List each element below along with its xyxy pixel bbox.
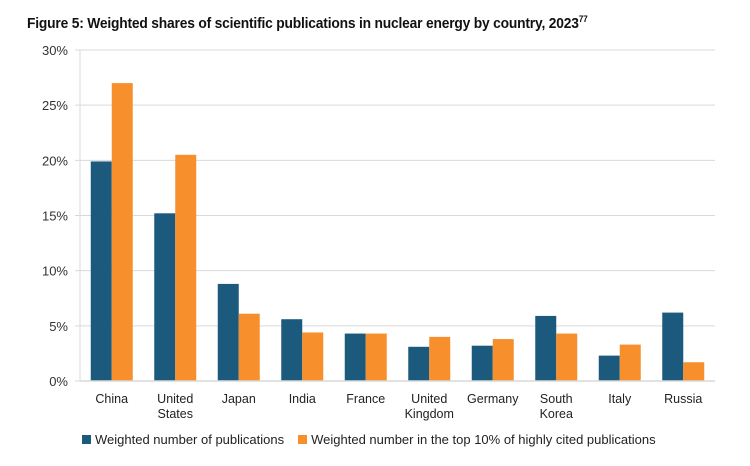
x-tick-label: South Korea (540, 392, 573, 421)
y-tick-label: 25% (42, 98, 68, 113)
x-tick-label: Russia (664, 392, 702, 406)
chart-title-text: Figure 5: Weighted shares of scientific … (27, 15, 579, 32)
legend-swatch (82, 435, 91, 444)
title-footnote: 77 (578, 14, 588, 24)
bar-top10-russia (683, 362, 705, 381)
bar-publications-india (281, 319, 303, 381)
legend: Weighted number of publications Weighted… (82, 432, 656, 447)
bar-publications-japan (217, 283, 239, 381)
y-tick-label: 15% (42, 209, 68, 224)
y-tick-label: 0% (49, 374, 68, 389)
bar-top10-germany (492, 339, 514, 381)
bar-publications-germany (471, 345, 493, 381)
y-tick-label: 10% (42, 264, 68, 279)
legend-label: Weighted number of publications (95, 432, 285, 447)
bar-publications-russia (662, 312, 684, 381)
chart-title: Figure 5: Weighted shares of scientific … (27, 14, 588, 32)
bar-top10-china (111, 83, 133, 381)
y-tick-label: 5% (49, 319, 68, 334)
bar-top10-japan (238, 313, 260, 381)
legend-item-top10: Weighted number in the top 10% of highly… (298, 432, 656, 447)
y-tick-label: 20% (42, 153, 68, 168)
x-tick-label: Japan (222, 392, 256, 406)
bar-top10-south-korea (556, 333, 578, 381)
x-tick-label: Germany (467, 392, 519, 406)
bar-publications-united-kingdom (408, 346, 430, 381)
x-tick-label: China (95, 392, 128, 406)
x-tick-label: France (346, 392, 385, 406)
bar-publications-united-states (154, 213, 176, 381)
bar-top10-india (302, 332, 324, 381)
bar-publications-south-korea (535, 315, 557, 381)
bar-top10-united-states (175, 154, 197, 381)
x-tick-label: Italy (608, 392, 632, 406)
bar-top10-united-kingdom (429, 336, 451, 381)
bar-top10-italy (619, 344, 641, 381)
bar-chart: 0% 5% 10% 15% 20% 25% 30% China United States Japa… (42, 43, 715, 421)
bar-publications-france (344, 333, 366, 381)
bar-top10-france (365, 333, 387, 381)
x-tick-label: United States (157, 392, 193, 421)
bar-publications-china (90, 161, 112, 381)
x-tick-label: United Kingdom (405, 392, 454, 421)
legend-swatch (298, 435, 308, 444)
legend-item-publications: Weighted number of publications (82, 432, 284, 447)
x-tick-label: India (289, 392, 316, 406)
bar-publications-italy (598, 355, 620, 381)
legend-label: Weighted number in the top 10% of highly… (311, 432, 656, 447)
y-tick-label: 30% (42, 43, 68, 58)
